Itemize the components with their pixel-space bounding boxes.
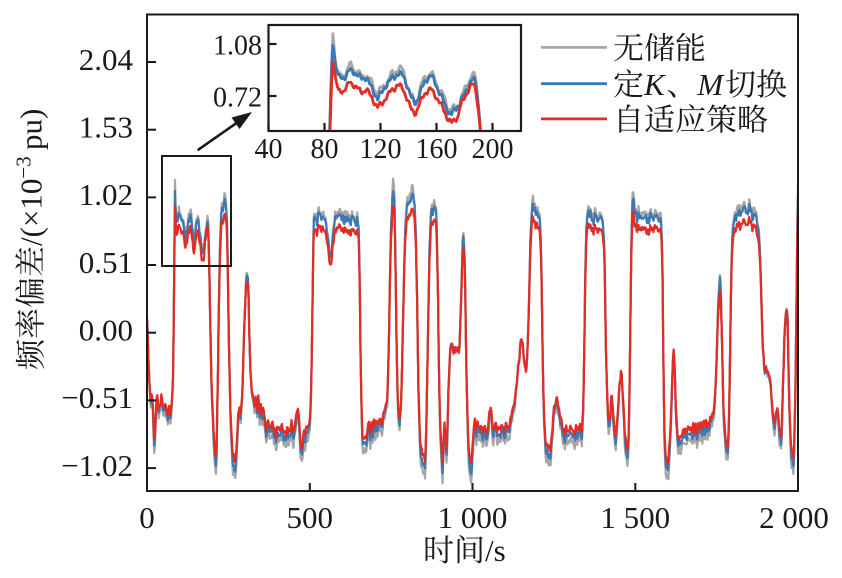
svg-text:1.53: 1.53 (79, 110, 133, 145)
svg-text:1 000: 1 000 (438, 500, 508, 535)
svg-text:2 000: 2 000 (759, 500, 829, 535)
svg-text:0: 0 (139, 500, 155, 535)
svg-text:500: 500 (287, 500, 334, 535)
svg-text:0.00: 0.00 (79, 313, 133, 348)
svg-text:1.08: 1.08 (213, 31, 262, 62)
svg-text:80: 80 (311, 134, 339, 165)
svg-text:0.51: 0.51 (79, 245, 133, 280)
svg-text:1.02: 1.02 (79, 177, 133, 212)
svg-text:0.72: 0.72 (213, 83, 262, 114)
svg-text:−0.51: −0.51 (61, 380, 133, 415)
svg-text:K: K (643, 67, 667, 102)
svg-text:/s: /s (485, 533, 506, 568)
svg-text:200: 200 (472, 134, 514, 165)
svg-text:160: 160 (416, 134, 458, 165)
svg-text:40: 40 (255, 134, 283, 165)
svg-text:M: M (696, 67, 725, 102)
svg-text:−1.02: −1.02 (61, 448, 133, 483)
svg-text:1 500: 1 500 (600, 500, 670, 535)
svg-text:2.04: 2.04 (79, 42, 134, 77)
svg-text:120: 120 (360, 134, 402, 165)
